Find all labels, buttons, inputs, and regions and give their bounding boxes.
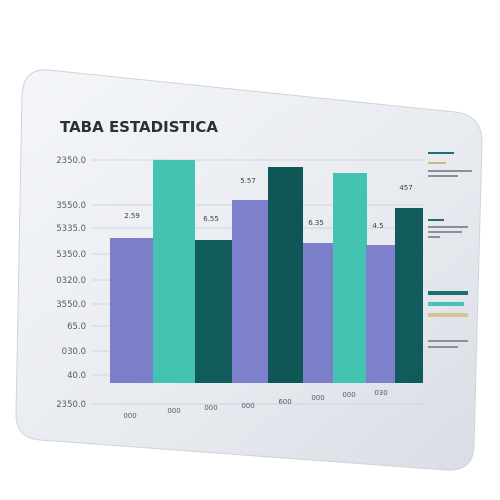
y-labels: 2350.0 3550.0 5335.0 5350.0 0320.0 3550.0 65.0… — [56, 156, 86, 410]
y-label: 030.0 — [62, 347, 86, 357]
x-labels: 000 000 000 000 600 000 000 030 — [123, 389, 387, 420]
value-label: 4.5 — [372, 222, 383, 230]
bar — [333, 173, 367, 383]
bar — [303, 243, 335, 383]
value-label: 6.35 — [308, 219, 324, 227]
bar — [232, 200, 269, 383]
x-label: 000 — [342, 391, 355, 399]
legend-text — [428, 236, 440, 238]
x-label: 030 — [374, 389, 387, 397]
legend-text — [428, 231, 462, 233]
bar — [153, 160, 195, 383]
y-label: 2350.0 — [56, 156, 86, 166]
legend-line — [428, 152, 454, 154]
value-label: 2.59 — [124, 212, 140, 220]
x-label: 600 — [278, 398, 291, 406]
y-label: 40.0 — [67, 371, 86, 381]
title: TABA ESTADISTICA — [60, 118, 218, 136]
bar — [395, 208, 423, 383]
legend-line — [428, 291, 468, 295]
legend-line — [428, 313, 468, 317]
x-label: 000 — [204, 404, 217, 412]
value-label: 5.57 — [240, 177, 256, 185]
x-label: 000 — [167, 407, 180, 415]
bar — [110, 238, 155, 383]
x-label: 000 — [311, 394, 324, 402]
bar — [195, 240, 233, 383]
legend-line — [428, 162, 446, 164]
legend-text — [428, 170, 472, 172]
bar — [366, 245, 396, 383]
value-labels: 2.59 6.55 5.57 6.35 4.5 457 — [124, 177, 412, 230]
y-label: 3550.0 — [56, 201, 86, 211]
x-label: 000 — [241, 402, 254, 410]
y-label: 0320.0 — [56, 276, 86, 286]
legend-text — [428, 346, 458, 348]
y-label: 5350.0 — [56, 250, 86, 260]
legend-text — [428, 226, 468, 228]
value-label: 457 — [399, 184, 412, 192]
legend-line — [428, 302, 464, 306]
y-label: 2350.0 — [56, 400, 86, 410]
legend — [428, 152, 472, 348]
legend-line — [428, 219, 444, 221]
bar — [268, 167, 303, 383]
y-label: 65.0 — [67, 322, 86, 332]
value-label: 6.55 — [203, 215, 219, 223]
legend-text — [428, 340, 468, 342]
y-label: 5335.0 — [56, 224, 86, 234]
legend-text — [428, 175, 458, 177]
bars — [110, 160, 423, 383]
y-label: 3550.0 — [56, 300, 86, 310]
x-label: 000 — [123, 412, 136, 420]
